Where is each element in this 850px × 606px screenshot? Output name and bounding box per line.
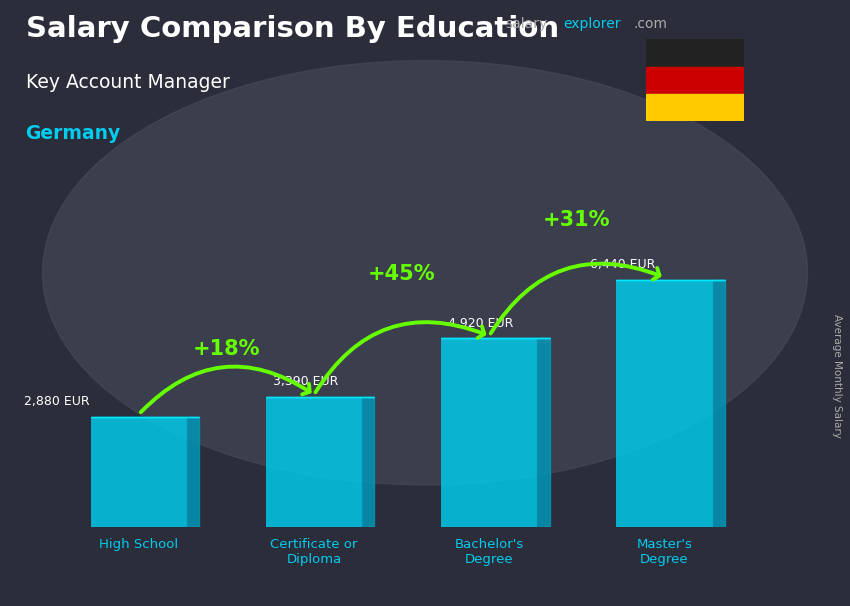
Text: explorer: explorer xyxy=(564,17,621,31)
Ellipse shape xyxy=(42,61,807,485)
Text: 2,880 EUR: 2,880 EUR xyxy=(24,395,90,408)
Text: Average Monthly Salary: Average Monthly Salary xyxy=(832,314,842,438)
Bar xyxy=(441,338,537,527)
Text: 4,920 EUR: 4,920 EUR xyxy=(448,317,513,330)
Bar xyxy=(646,39,744,67)
Polygon shape xyxy=(537,338,550,527)
Bar xyxy=(266,397,362,527)
Polygon shape xyxy=(712,280,725,527)
Polygon shape xyxy=(187,416,199,527)
Text: Salary Comparison By Education: Salary Comparison By Education xyxy=(26,15,558,43)
Text: Germany: Germany xyxy=(26,124,121,143)
Text: +18%: +18% xyxy=(193,339,260,359)
Text: salary: salary xyxy=(506,17,548,31)
Text: +31%: +31% xyxy=(543,210,610,230)
Text: Key Account Manager: Key Account Manager xyxy=(26,73,230,92)
Bar xyxy=(91,416,187,527)
Text: 6,440 EUR: 6,440 EUR xyxy=(590,258,655,271)
Text: 3,390 EUR: 3,390 EUR xyxy=(273,376,338,388)
Text: +45%: +45% xyxy=(368,264,435,284)
Bar xyxy=(616,280,712,527)
Polygon shape xyxy=(362,397,375,527)
Bar xyxy=(646,94,744,121)
Bar xyxy=(646,67,744,94)
Text: .com: .com xyxy=(633,17,667,31)
